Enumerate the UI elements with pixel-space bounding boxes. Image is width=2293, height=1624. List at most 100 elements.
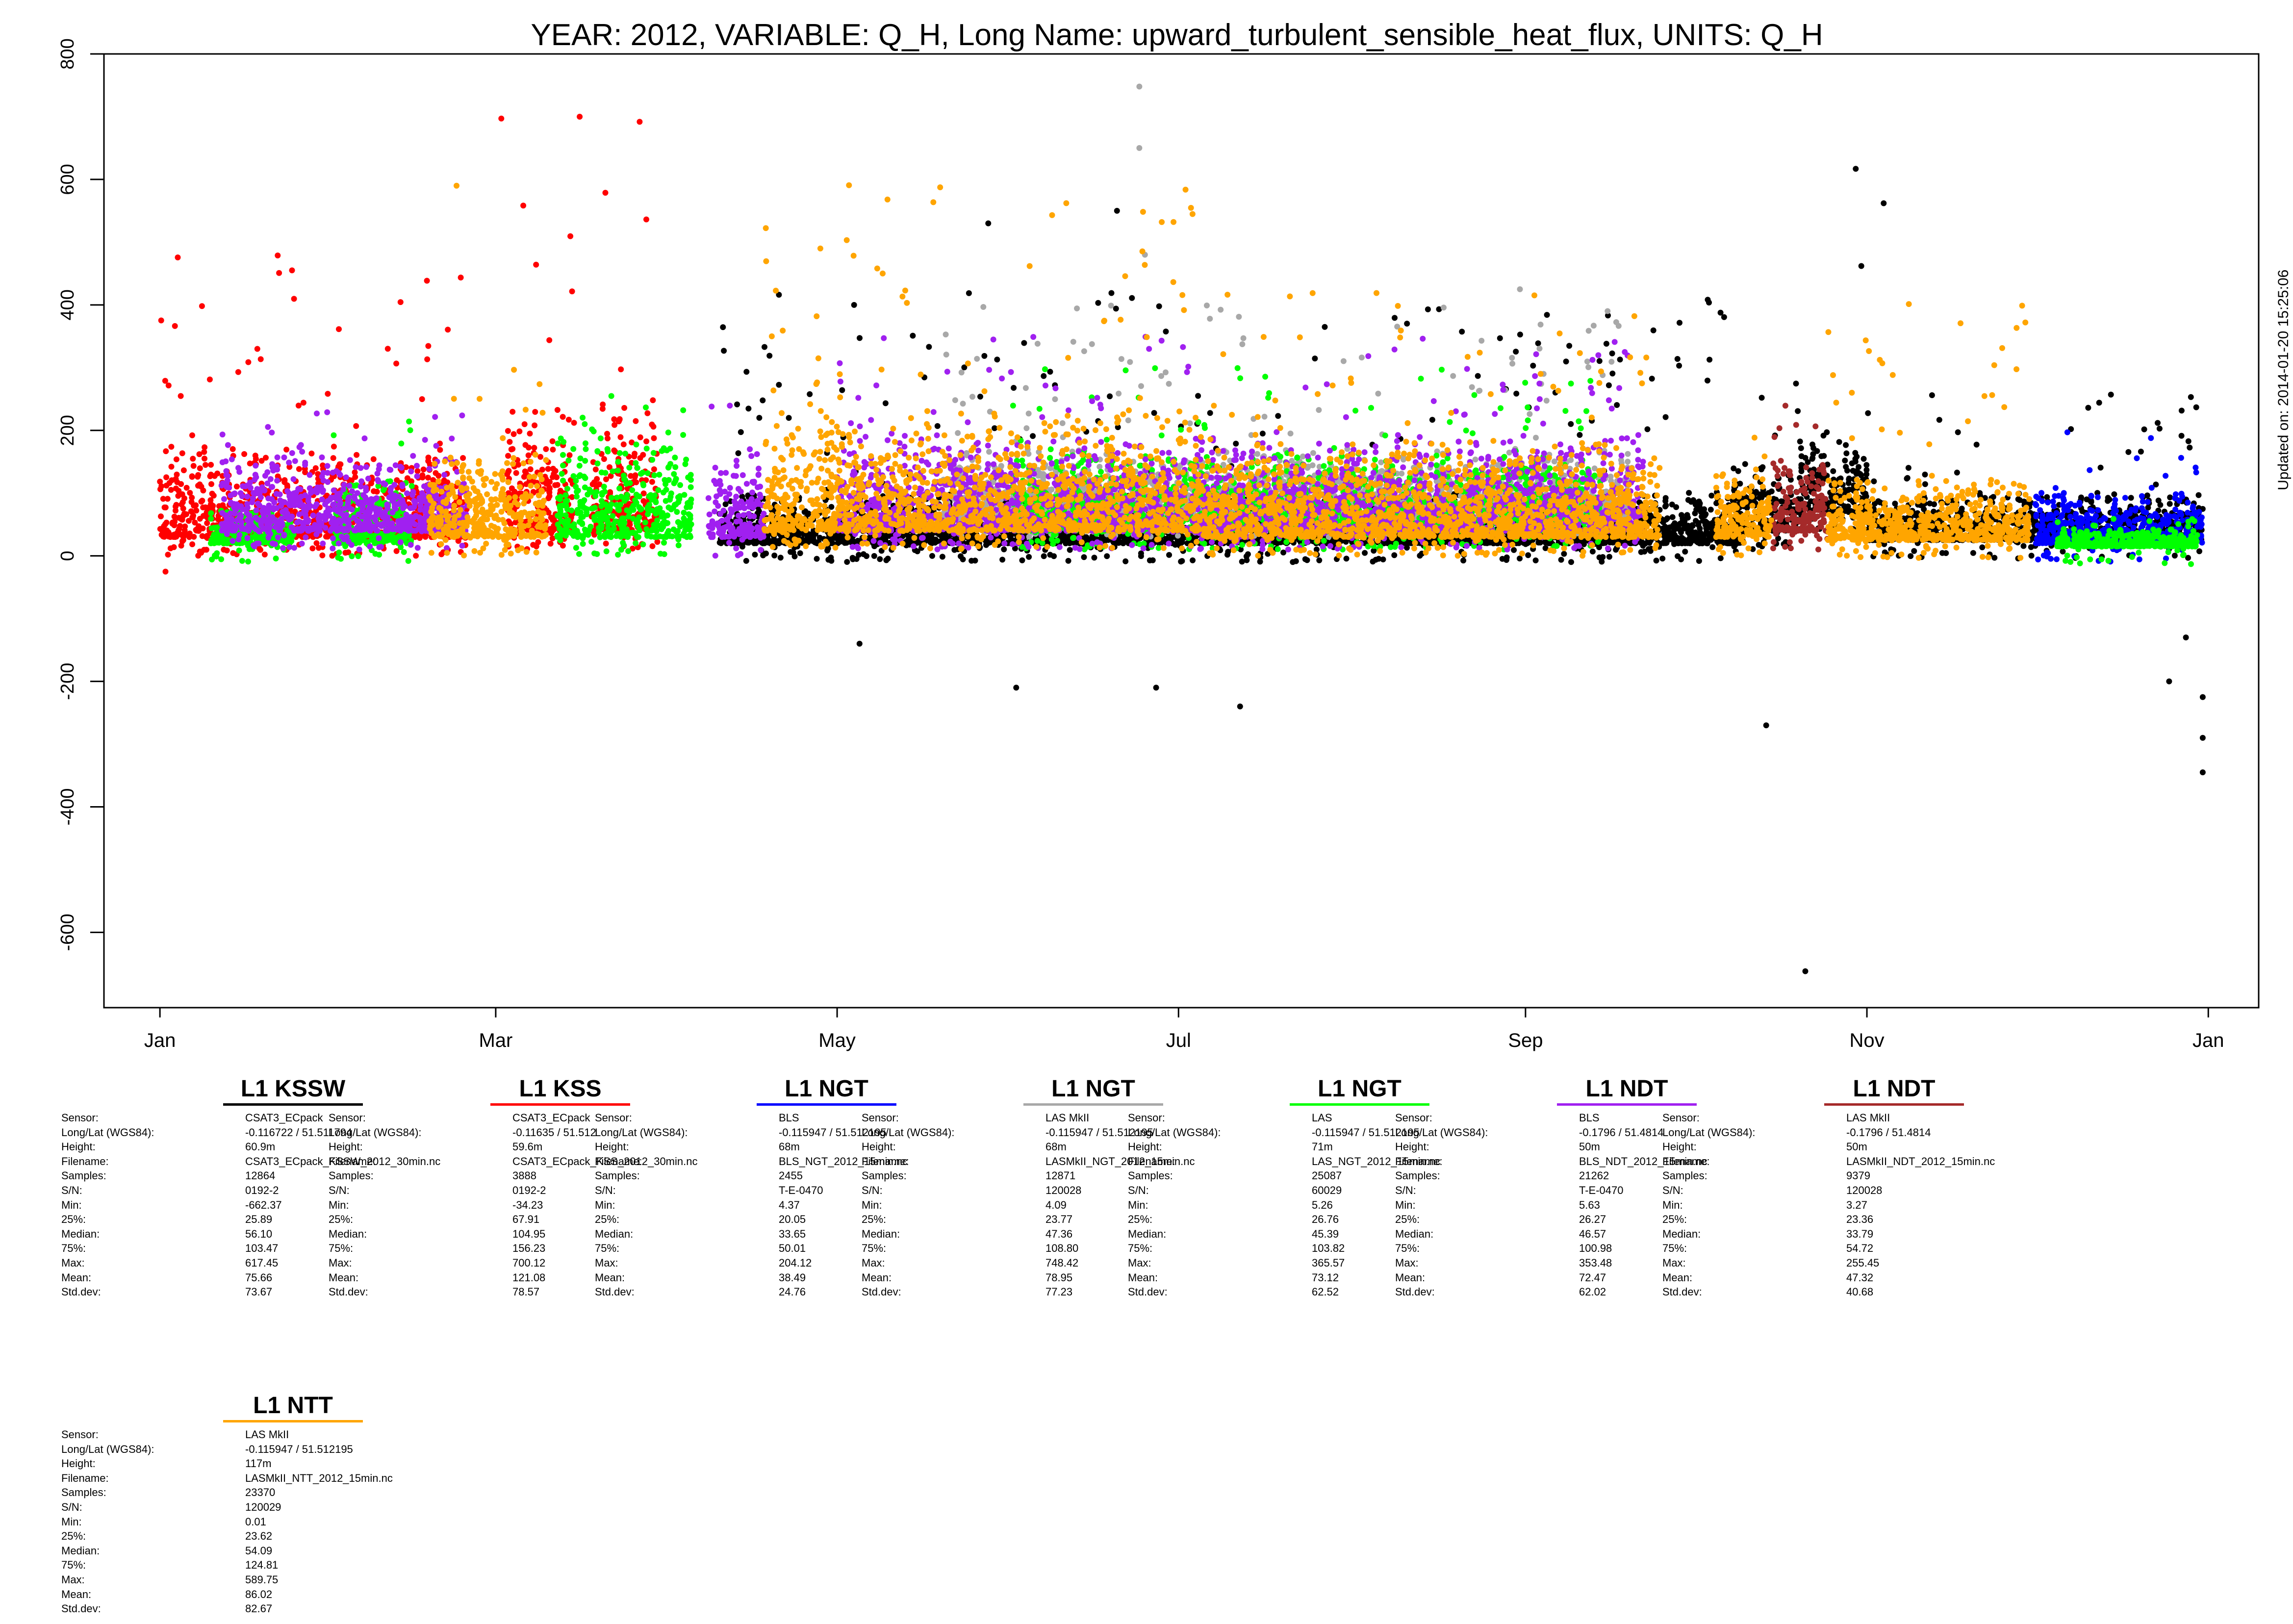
data-point: [1798, 445, 1804, 451]
data-point: [458, 275, 464, 280]
data-point: [1613, 547, 1619, 553]
data-point: [1843, 464, 1849, 470]
data-point: [1693, 518, 1699, 524]
data-point: [1280, 549, 1287, 556]
data-point: [877, 556, 883, 562]
data-point: [1758, 395, 1765, 401]
data-point: [1793, 381, 1799, 387]
data-point: [424, 278, 430, 284]
data-point: [2085, 405, 2091, 411]
data-point: [1166, 552, 1172, 558]
data-point: [1596, 544, 1602, 550]
data-point: [1679, 512, 1684, 518]
data-point: [1979, 544, 1986, 551]
data-point: [2199, 694, 2206, 700]
data-point: [807, 391, 813, 397]
data-point: [1095, 300, 1101, 306]
data-point: [1675, 553, 1681, 559]
data-point: [1685, 529, 1692, 535]
data-point: [1425, 306, 1431, 312]
data-point: [1517, 556, 1523, 561]
data-point: [1908, 553, 1914, 559]
data-point: [1973, 441, 1980, 448]
data-point: [927, 539, 934, 545]
data-point: [1810, 445, 1817, 451]
data-point: [1362, 550, 1368, 556]
data-point: [1163, 329, 1169, 335]
data-point: [2141, 426, 2147, 432]
data-point: [1001, 546, 1007, 553]
data-point: [1392, 315, 1398, 321]
data-point: [241, 451, 248, 457]
data-point: [1290, 559, 1296, 565]
data-point: [1404, 321, 1410, 327]
data-point: [1698, 539, 1705, 545]
data-point: [276, 270, 282, 276]
data-point: [2079, 508, 2086, 514]
data-point: [1756, 542, 1762, 548]
data-point: [1511, 547, 1517, 553]
data-point: [1836, 439, 1842, 445]
data-point: [1558, 557, 1564, 563]
data-point: [1525, 552, 1531, 558]
data-point: [1207, 410, 1213, 416]
data-point: [1672, 525, 1678, 532]
data-point: [1735, 468, 1741, 474]
data-point: [752, 552, 758, 558]
data-point: [1798, 468, 1805, 474]
data-point: [939, 554, 945, 560]
data-point: [992, 425, 998, 431]
data-point: [1858, 263, 1864, 269]
data-point: [1589, 548, 1596, 555]
data-point: [1905, 465, 1911, 471]
data-point: [856, 640, 863, 647]
data-point: [1707, 356, 1713, 363]
data-point: [1391, 552, 1398, 558]
data-point: [1596, 554, 1603, 560]
data-point: [2015, 496, 2021, 503]
data-point: [1686, 490, 1692, 496]
data-point: [1843, 442, 1849, 448]
data-point: [1677, 320, 1682, 326]
data-point: [722, 501, 729, 508]
data-point: [1797, 438, 1803, 445]
data-point: [1821, 453, 1827, 459]
data-point: [2178, 407, 2185, 414]
data-point: [1853, 166, 1859, 172]
data-point: [202, 456, 207, 462]
scatter-chart: YEAR: 2012, VARIABLE: Q_H, Long Name: up…: [57, 18, 2260, 1051]
data-point: [1717, 555, 1724, 561]
data-point: [1577, 432, 1583, 438]
data-point: [864, 553, 869, 559]
data-point: [1659, 540, 1666, 546]
data-point: [721, 348, 727, 354]
data-point: [300, 400, 306, 406]
data-point: [1067, 547, 1073, 553]
data-point: [2155, 497, 2162, 504]
data-point: [197, 465, 203, 471]
data-point: [1753, 489, 1759, 495]
data-point: [994, 356, 1000, 363]
data-point: [1195, 393, 1201, 399]
data-point: [1846, 486, 1852, 493]
data-point: [1685, 497, 1691, 503]
data-point: [883, 557, 890, 563]
data-point: [775, 538, 782, 544]
data-point: [788, 549, 794, 555]
data-point: [1673, 504, 1680, 510]
data-point: [1852, 450, 1859, 456]
data-point: [1107, 393, 1113, 400]
data-point: [943, 534, 950, 540]
data-point: [2178, 432, 2185, 439]
data-point: [1047, 369, 1053, 375]
data-point: [1610, 539, 1616, 546]
data-point: [1860, 456, 1867, 462]
data-point: [2183, 634, 2189, 640]
data-point: [734, 401, 740, 407]
data-point: [762, 540, 768, 546]
data-point: [2155, 420, 2161, 426]
data-point: [1114, 207, 1120, 214]
data-point: [951, 547, 958, 553]
data-point: [825, 557, 832, 563]
data-point: [1682, 549, 1688, 555]
